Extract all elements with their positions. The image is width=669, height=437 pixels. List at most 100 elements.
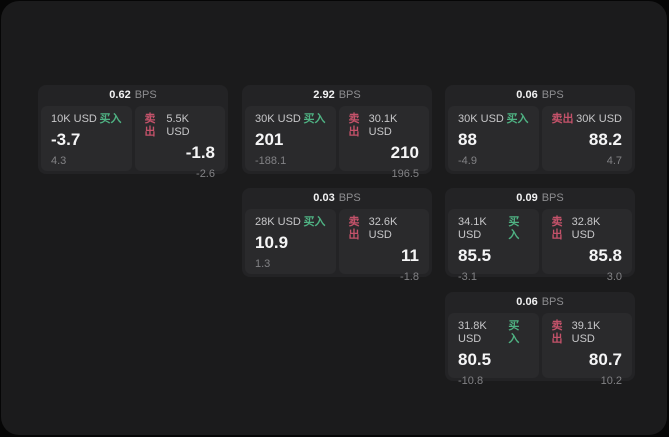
- sell-amount: 30K USD: [576, 113, 622, 125]
- quote-card: 0.06 BPS 30K USD 买入 88 -4.9 卖出 30K USD: [445, 85, 635, 174]
- buy-side-label: 买入: [99, 113, 122, 125]
- bps-unit-label: BPS: [338, 89, 361, 101]
- card-header: 0.06 BPS: [445, 85, 635, 106]
- sell-label-row: 卖出 5.5K USD: [145, 113, 216, 139]
- bps-value: 0.09: [516, 192, 538, 204]
- sell-price: 11: [401, 246, 419, 265]
- bps-value: 0.06: [516, 296, 538, 308]
- buy-delta: -10.8: [458, 375, 484, 387]
- card-header: 2.92 BPS: [242, 85, 432, 106]
- bps-unit-label: BPS: [338, 192, 361, 204]
- buy-price: 85.5: [458, 246, 492, 265]
- buy-quote-panel[interactable]: 34.1K USD 买入 85.5 -3.1: [448, 209, 539, 283]
- buy-amount: 31.8K USD: [458, 320, 487, 345]
- buy-side-label: 买入: [508, 320, 520, 345]
- sell-delta: 4.7: [606, 155, 622, 167]
- buy-delta: 4.3: [51, 155, 67, 167]
- buy-amount: 30K USD: [458, 113, 504, 125]
- buy-side-label: 买入: [303, 216, 326, 228]
- buy-quote-panel[interactable]: 30K USD 买入 201 -188.1: [245, 106, 336, 171]
- sell-price: 80.7: [588, 350, 622, 369]
- sell-amount: 32.6K USD: [368, 216, 398, 241]
- buy-price: 10.9: [255, 233, 289, 252]
- buy-quote-panel[interactable]: 28K USD 买入 10.9 1.3: [245, 209, 336, 274]
- buy-amount: 28K USD: [255, 216, 301, 228]
- buy-side-label: 买入: [506, 113, 529, 125]
- sell-label-row: 卖出 32.6K USD: [349, 216, 420, 242]
- sell-side-label: 卖出: [144, 113, 156, 138]
- buy-price: 88: [458, 130, 477, 149]
- buy-label-row: 31.8K USD 买入: [458, 320, 529, 346]
- bps-unit-label: BPS: [541, 192, 564, 204]
- quote-card: 0.06 BPS 31.8K USD 买入 80.5 -10.8 卖出 39.1…: [445, 292, 635, 387]
- sell-delta: 10.2: [600, 375, 622, 387]
- card-body: 30K USD 买入 201 -188.1 卖出 30.1K USD 210 1…: [242, 106, 432, 180]
- quote-card: 0.62 BPS 10K USD 买入 -3.7 4.3 卖出 5.5K USD: [38, 85, 228, 180]
- buy-label-row: 28K USD 买入: [255, 216, 326, 229]
- card-header: 0.09 BPS: [445, 188, 635, 209]
- quote-card: 0.03 BPS 28K USD 买入 10.9 1.3 卖出 32.6K US…: [242, 188, 432, 283]
- sell-side-label: 卖出: [551, 216, 563, 241]
- sell-quote-panel[interactable]: 卖出 32.6K USD 11 -1.8: [338, 209, 429, 283]
- sell-amount: 32.8K USD: [571, 216, 601, 241]
- card-header: 0.62 BPS: [38, 85, 228, 106]
- card-body: 31.8K USD 买入 80.5 -10.8 卖出 39.1K USD 80.…: [445, 313, 635, 387]
- sell-delta: 196.5: [391, 168, 419, 180]
- sell-quote-panel[interactable]: 卖出 30K USD 88.2 4.7: [541, 106, 632, 171]
- card-body: 30K USD 买入 88 -4.9 卖出 30K USD 88.2 4.7: [445, 106, 635, 174]
- sell-quote-panel[interactable]: 卖出 30.1K USD 210 196.5: [338, 106, 429, 180]
- buy-quote-panel[interactable]: 10K USD 买入 -3.7 4.3: [41, 106, 132, 171]
- buy-label-row: 10K USD 买入: [51, 113, 122, 126]
- sell-label-row: 卖出 39.1K USD: [552, 320, 623, 346]
- card-body: 10K USD 买入 -3.7 4.3 卖出 5.5K USD -1.8 -2.…: [38, 106, 228, 180]
- buy-label-row: 30K USD 买入: [458, 113, 529, 126]
- sell-side-label: 卖出: [551, 320, 563, 345]
- sell-delta: -2.6: [196, 168, 215, 180]
- bps-unit-label: BPS: [134, 89, 157, 101]
- sell-quote-panel[interactable]: 卖出 5.5K USD -1.8 -2.6: [134, 106, 225, 180]
- buy-delta: -3.1: [458, 271, 477, 283]
- sell-side-label: 卖出: [348, 216, 360, 241]
- sell-price: 85.8: [588, 246, 622, 265]
- bps-unit-label: BPS: [541, 89, 564, 101]
- sell-quote-panel[interactable]: 卖出 32.8K USD 85.8 3.0: [541, 209, 632, 283]
- bps-value: 0.62: [109, 89, 131, 101]
- card-header: 0.03 BPS: [242, 188, 432, 209]
- card-body: 34.1K USD 买入 85.5 -3.1 卖出 32.8K USD 85.8…: [445, 209, 635, 283]
- bps-unit-label: BPS: [541, 296, 564, 308]
- buy-delta: -188.1: [255, 155, 287, 167]
- quote-card: 0.09 BPS 34.1K USD 买入 85.5 -3.1 卖出 32.8K…: [445, 188, 635, 283]
- buy-side-label: 买入: [508, 216, 520, 241]
- buy-quote-panel[interactable]: 30K USD 买入 88 -4.9: [448, 106, 539, 171]
- sell-delta: 3.0: [606, 271, 622, 283]
- sell-label-row: 卖出 32.8K USD: [552, 216, 623, 242]
- card-body: 28K USD 买入 10.9 1.3 卖出 32.6K USD 11 -1.8: [242, 209, 432, 283]
- sell-quote-panel[interactable]: 卖出 39.1K USD 80.7 10.2: [541, 313, 632, 387]
- sell-delta: -1.8: [400, 271, 419, 283]
- sell-price: 210: [390, 143, 419, 162]
- quote-card: 2.92 BPS 30K USD 买入 201 -188.1 卖出 30.1K …: [242, 85, 432, 180]
- buy-amount: 30K USD: [255, 113, 301, 125]
- sell-side-label: 卖出: [551, 113, 574, 125]
- buy-price: 80.5: [458, 350, 492, 369]
- bps-value: 0.03: [313, 192, 335, 204]
- bps-value: 0.06: [516, 89, 538, 101]
- sell-price: 88.2: [588, 130, 622, 149]
- buy-amount: 34.1K USD: [458, 216, 487, 241]
- sell-amount: 5.5K USD: [166, 113, 190, 138]
- sell-label-row: 卖出 30K USD: [552, 113, 623, 126]
- buy-price: -3.7: [51, 130, 81, 149]
- sell-label-row: 卖出 30.1K USD: [349, 113, 420, 139]
- buy-amount: 10K USD: [51, 113, 97, 125]
- buy-delta: -4.9: [458, 155, 477, 167]
- buy-quote-panel[interactable]: 31.8K USD 买入 80.5 -10.8: [448, 313, 539, 387]
- bps-value: 2.92: [313, 89, 335, 101]
- sell-price: -1.8: [185, 143, 215, 162]
- sell-side-label: 卖出: [348, 113, 360, 138]
- card-header: 0.06 BPS: [445, 292, 635, 313]
- buy-label-row: 34.1K USD 买入: [458, 216, 529, 242]
- sell-amount: 39.1K USD: [571, 320, 601, 345]
- sell-amount: 30.1K USD: [368, 113, 398, 138]
